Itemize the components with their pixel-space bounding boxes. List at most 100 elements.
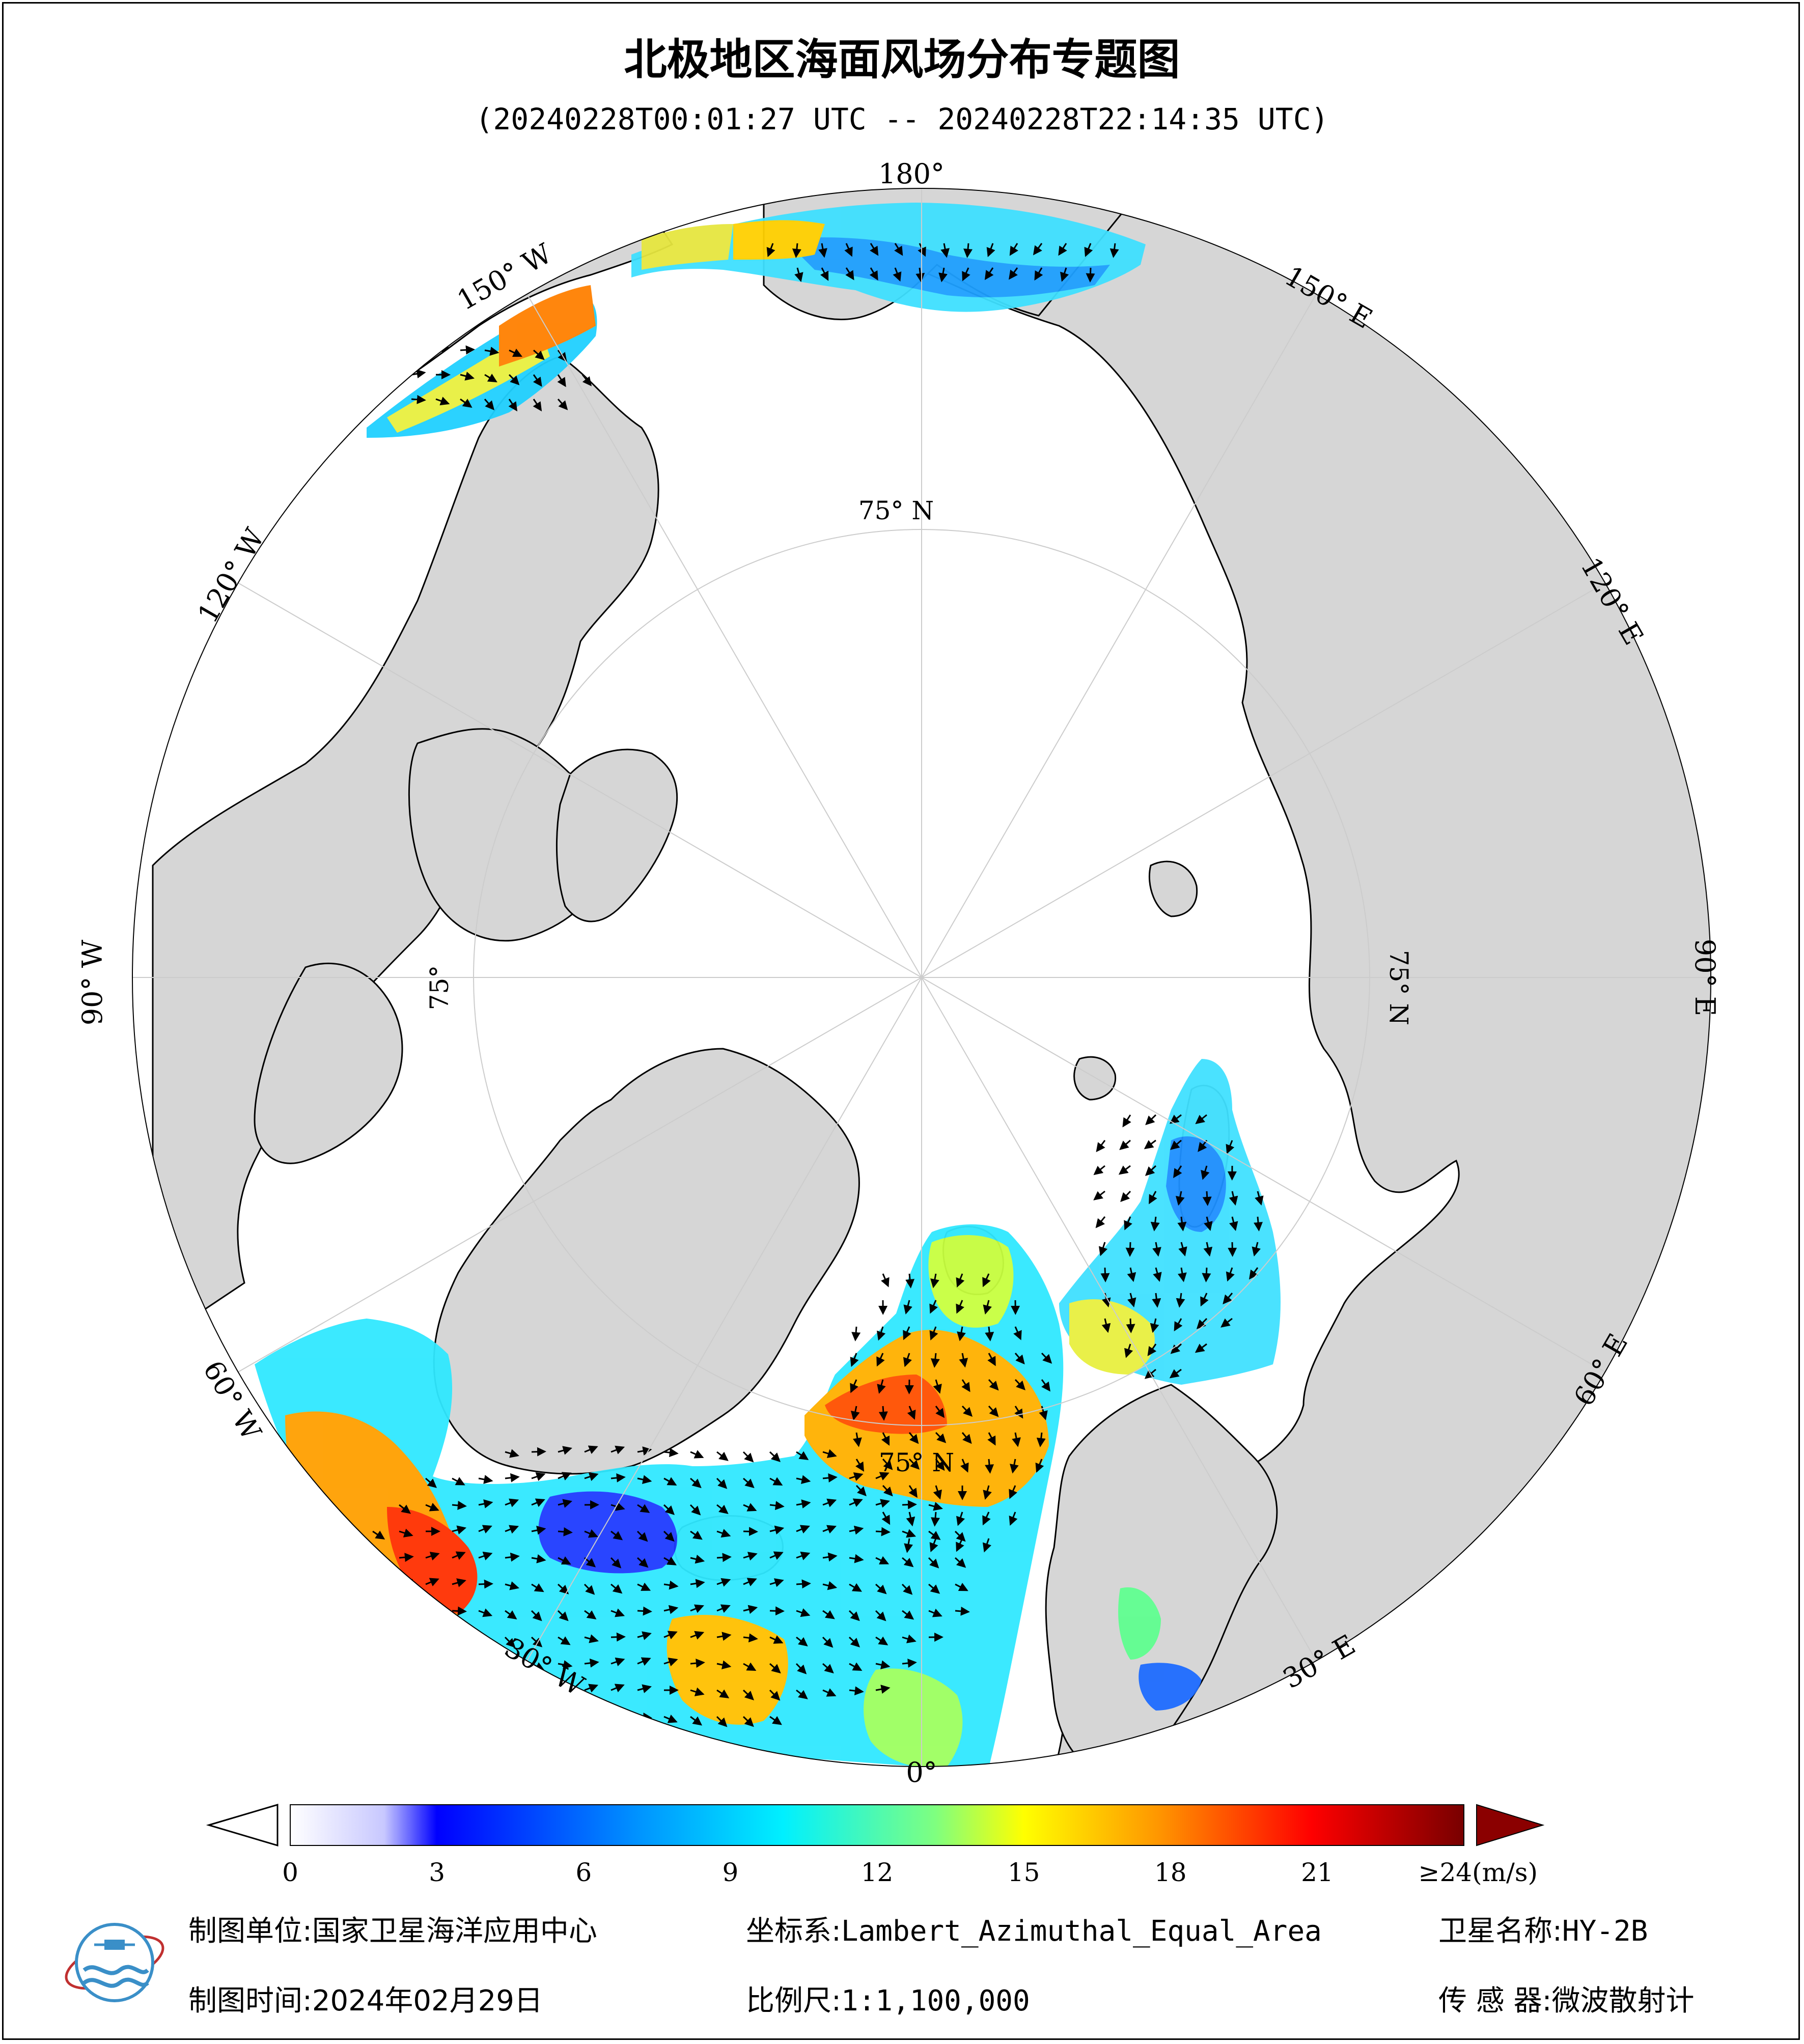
wind-arrow (637, 1657, 651, 1666)
wind-arrow (663, 1631, 678, 1640)
wind-arrow (505, 1581, 519, 1590)
wind-arrow (1145, 1114, 1157, 1126)
wind-arrow (1229, 1191, 1238, 1206)
colorbar-tick-label: 6 (575, 1858, 592, 1887)
colorbar-tick-label: 0 (282, 1858, 298, 1887)
wind-arrow (1173, 1165, 1182, 1179)
lat-label-bottom: 75° N (879, 1448, 954, 1477)
wind-arrow (906, 1511, 915, 1527)
wind-arrow (931, 1511, 940, 1527)
wind-arrow (531, 1554, 546, 1563)
swath-kara-blue (1166, 1136, 1226, 1232)
graticule (132, 188, 1711, 1767)
wind-arrow (962, 267, 970, 282)
wind-arrow (904, 1538, 913, 1553)
footer-satellite: 卫星名称:HY-2B (1438, 1908, 1648, 1949)
wind-arrow (505, 1525, 519, 1534)
wind-arrow (961, 1379, 970, 1392)
wind-arrow (985, 1326, 994, 1341)
wind-arrow (908, 1432, 919, 1444)
wind-arrow (690, 1554, 705, 1564)
wind-arrow (743, 1477, 755, 1489)
wind-arrow (435, 397, 450, 406)
wind-arrow (1149, 1191, 1157, 1205)
wind-arrow (822, 1688, 837, 1697)
wind-arrow (478, 1551, 493, 1560)
wind-arrow (1254, 1216, 1263, 1231)
wind-arrow (1195, 1114, 1207, 1125)
wind-arrow (411, 369, 426, 379)
wind-arrow (1014, 1406, 1023, 1419)
wind-arrow (1229, 1216, 1238, 1231)
wind-arrow (822, 1552, 838, 1562)
wind-arrow (558, 1499, 573, 1508)
wind-arrow (1086, 267, 1095, 283)
wind-arrow (508, 399, 518, 412)
wind-arrow (769, 1635, 784, 1644)
wind-arrow (986, 243, 995, 258)
footer-unit: 制图单位:国家卫星海洋应用中心 (188, 1908, 597, 1949)
wind-arrow (1096, 1140, 1106, 1153)
wind-arrow (822, 1473, 838, 1482)
wind-arrow (1126, 1318, 1135, 1333)
wind-arrow (769, 1477, 783, 1486)
wind-arrow (1093, 1165, 1105, 1175)
wind-arrow (716, 1660, 732, 1670)
wind-arrow (742, 1716, 754, 1727)
colorbar-under-arrow (206, 1803, 279, 1847)
wind-arrow (557, 1583, 569, 1594)
wind-arrow (1177, 1216, 1187, 1231)
wind-arrow (1013, 1326, 1022, 1340)
wind-arrow (531, 1583, 544, 1592)
wind-arrow (928, 1557, 939, 1569)
land-severnaya (1148, 860, 1198, 917)
wind-arrow (930, 1273, 939, 1289)
wind-arrow (584, 1610, 597, 1620)
wind-arrow (849, 1472, 864, 1481)
wind-arrow (689, 1504, 701, 1516)
wind-arrow (984, 267, 994, 281)
wind-arrow (766, 243, 775, 258)
meridian-line (921, 977, 1605, 1373)
wind-arrow (933, 1485, 942, 1500)
wind-arrow (558, 1446, 572, 1455)
wind-arrow (982, 1273, 991, 1287)
map-title: 北极地区海面风场分布专题图 (624, 35, 1180, 85)
wind-arrow (850, 1379, 858, 1393)
wind-arrow (929, 1326, 938, 1340)
wind-arrow (505, 1498, 519, 1507)
wind-arrow (822, 1449, 837, 1458)
wind-arrow (1198, 1140, 1208, 1152)
wind-arrow (558, 1472, 572, 1481)
wind-arrow (956, 1300, 964, 1314)
wind-arrow (795, 1663, 807, 1674)
disc-border (132, 188, 1711, 1767)
wind-arrow (822, 1636, 834, 1648)
wind-arrow (769, 1578, 784, 1587)
wind-arrow (637, 1504, 650, 1513)
swath-barents-yellow (1069, 1299, 1155, 1375)
wind-arrow (531, 1526, 546, 1535)
footer-unit-label: 制图单位: (188, 1915, 312, 1948)
lon-label-90e: 90° E (1689, 939, 1721, 1016)
wind-arrow (902, 1658, 917, 1668)
wind-arrow (982, 1511, 991, 1526)
wind-arrow (1170, 1139, 1182, 1150)
wind-arrow (452, 1501, 467, 1510)
wind-arrow (1177, 1267, 1187, 1282)
wind-arrow (584, 1472, 599, 1481)
wind-arrow (928, 1502, 943, 1511)
wind-arrow (663, 1658, 678, 1667)
wind-arrow (849, 1554, 864, 1563)
lat-label-left: 75° (425, 965, 454, 1011)
wind-arrow (504, 1636, 516, 1648)
wind-arrow (1127, 1293, 1136, 1308)
wind-arrow (796, 1551, 811, 1560)
wind-arrow (637, 1475, 652, 1485)
wind-arrow (690, 1687, 705, 1696)
wind-arrow (929, 1300, 938, 1314)
wind-arrow (484, 347, 499, 356)
wind-arrow (1202, 1267, 1211, 1282)
wind-arrow (903, 1353, 912, 1367)
